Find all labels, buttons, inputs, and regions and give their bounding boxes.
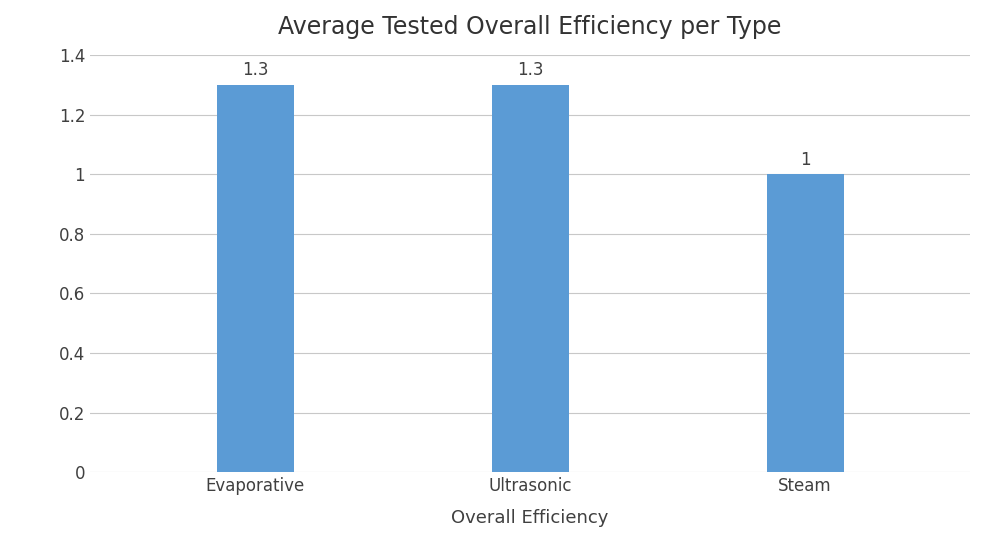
Text: 1.3: 1.3 [517,61,543,80]
Text: 1: 1 [800,151,810,169]
Bar [492,85,568,472]
Text: 1.3: 1.3 [242,61,268,80]
X-axis label: Overall Efficiency: Overall Efficiency [451,509,609,527]
Bar [767,174,844,472]
Title: Average Tested Overall Efficiency per Type: Average Tested Overall Efficiency per Ty… [278,15,782,39]
Bar [216,85,294,472]
